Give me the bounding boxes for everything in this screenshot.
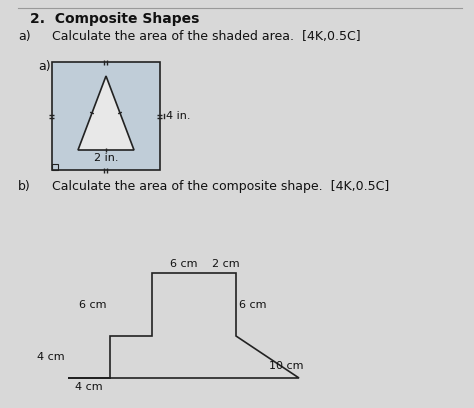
Text: b): b) bbox=[18, 180, 31, 193]
Text: 2 cm: 2 cm bbox=[212, 259, 239, 269]
Text: 4 in.: 4 in. bbox=[166, 111, 191, 121]
Text: a): a) bbox=[18, 30, 31, 43]
Polygon shape bbox=[78, 76, 134, 150]
Text: Calculate the area of the shaded area.  [4K,0.5C]: Calculate the area of the shaded area. [… bbox=[52, 30, 361, 43]
Text: 6 cm: 6 cm bbox=[170, 259, 197, 269]
Text: 4 cm: 4 cm bbox=[75, 382, 103, 392]
Text: 4 cm: 4 cm bbox=[37, 352, 65, 362]
Text: 6 cm: 6 cm bbox=[80, 299, 107, 310]
Polygon shape bbox=[52, 62, 160, 170]
Text: a): a) bbox=[38, 60, 51, 73]
Text: 2 in.: 2 in. bbox=[94, 153, 118, 163]
Text: 10 cm: 10 cm bbox=[270, 361, 304, 371]
Text: Calculate the area of the composite shape.  [4K,0.5C]: Calculate the area of the composite shap… bbox=[52, 180, 389, 193]
Text: 2.  Composite Shapes: 2. Composite Shapes bbox=[30, 12, 200, 26]
Text: 6 cm: 6 cm bbox=[239, 299, 266, 310]
